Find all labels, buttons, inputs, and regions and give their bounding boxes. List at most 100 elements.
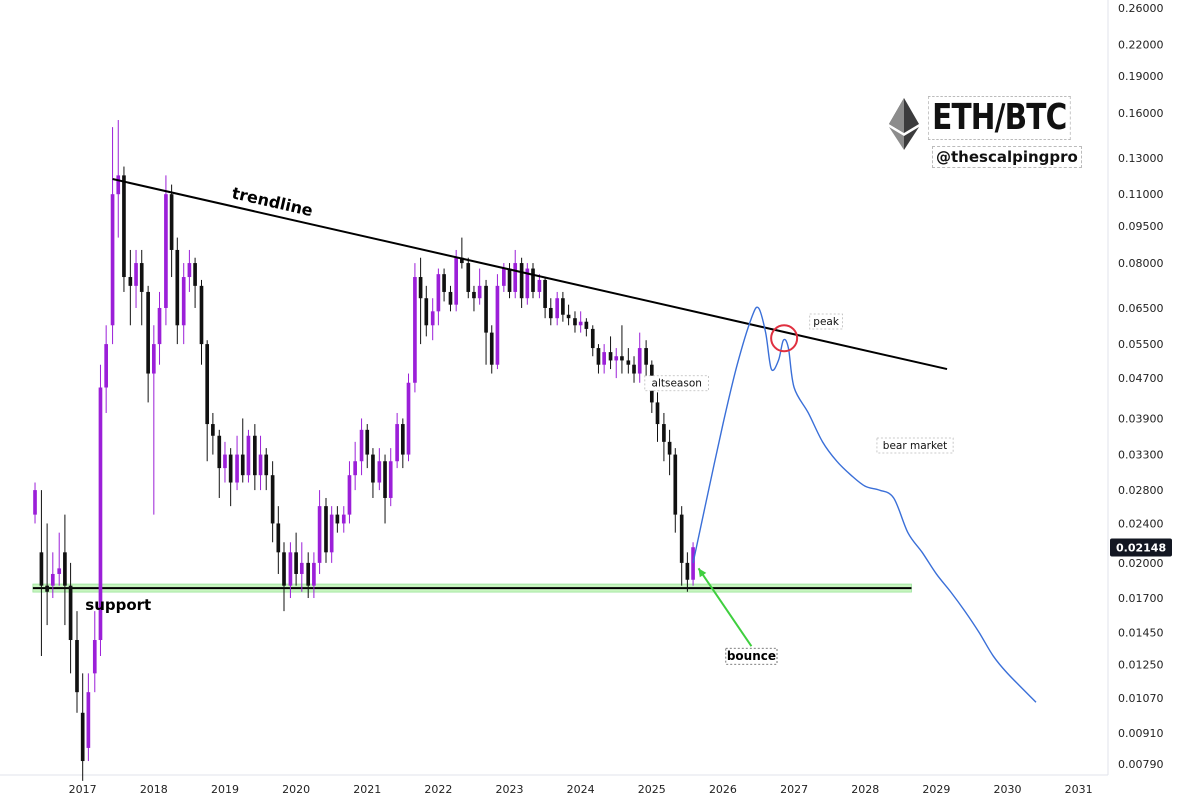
candle-body: [573, 318, 577, 326]
candle: [282, 542, 286, 612]
candle: [655, 392, 660, 442]
candle-body: [519, 263, 524, 299]
bounce-label-text: bounce: [727, 649, 776, 663]
x-tick-label: 2026: [709, 783, 737, 796]
candle: [335, 506, 340, 533]
candle-body: [146, 291, 150, 374]
candle-body: [655, 402, 660, 425]
peak-label-box: [809, 313, 843, 330]
y-tick-label: 0.02400: [1118, 517, 1164, 530]
candle-body: [644, 348, 648, 365]
candle-body: [584, 321, 589, 329]
y-tick-label: 0.06500: [1118, 302, 1164, 315]
candle-body: [329, 514, 334, 553]
candle: [377, 448, 382, 491]
candle: [134, 249, 138, 308]
candle: [584, 318, 589, 337]
candle: [620, 325, 624, 374]
candle: [442, 268, 446, 302]
candle: [472, 285, 476, 312]
candle: [57, 532, 62, 586]
candle: [341, 506, 346, 533]
candle-body: [187, 263, 192, 278]
candle: [614, 348, 619, 379]
candle: [673, 448, 678, 533]
candle-body: [596, 348, 601, 365]
candle: [566, 304, 571, 326]
candle: [662, 412, 666, 462]
candle-body: [306, 562, 311, 586]
candle-body: [543, 279, 547, 308]
candle: [246, 429, 251, 483]
candle-body: [98, 387, 103, 641]
candle-body: [235, 454, 239, 483]
candle-body: [116, 175, 121, 195]
candle: [164, 175, 168, 326]
candle: [175, 237, 180, 345]
candle-body: [264, 454, 269, 476]
candle-body: [377, 461, 382, 483]
candle-body: [667, 441, 672, 455]
candle: [525, 263, 530, 305]
candle: [413, 263, 417, 393]
candle-body: [253, 435, 257, 476]
candle: [644, 340, 648, 379]
candle: [596, 344, 601, 374]
candle: [288, 542, 293, 599]
candle: [353, 441, 357, 491]
candle-body: [448, 291, 453, 305]
bounce-arrow-head: [698, 568, 707, 578]
candle-body: [371, 454, 375, 483]
candle: [264, 448, 269, 491]
bounce-label-box: [725, 647, 778, 665]
candle: [400, 418, 405, 469]
candle: [33, 482, 37, 524]
candle-body: [507, 268, 512, 292]
candle-body: [324, 506, 328, 553]
candle-body: [211, 424, 215, 436]
candle-body: [86, 692, 91, 748]
candle: [531, 263, 535, 299]
candle: [104, 325, 108, 413]
candle: [50, 552, 55, 599]
candle-body: [312, 562, 316, 586]
candle: [495, 274, 500, 370]
candle-body: [335, 514, 340, 524]
candle-body: [590, 328, 595, 349]
candle: [406, 373, 411, 462]
candle: [294, 532, 298, 586]
candle: [211, 412, 215, 455]
candle-body: [691, 547, 695, 580]
candle-body: [395, 424, 399, 462]
candle-body: [418, 277, 423, 299]
x-tick-label: 2027: [780, 783, 808, 796]
candle-body: [63, 552, 67, 586]
y-tick-label: 0.13000: [1118, 152, 1164, 165]
candle-body: [175, 249, 180, 326]
candle-body: [566, 314, 571, 319]
bear-market-label-box: [876, 437, 954, 454]
bear-market-label-text: bear market: [883, 440, 947, 452]
candle: [418, 257, 423, 345]
candle-body: [68, 585, 73, 641]
candle: [679, 506, 684, 586]
candle-body: [365, 429, 370, 455]
candle-body: [466, 263, 471, 292]
candle: [347, 461, 352, 524]
candle-body: [489, 332, 494, 365]
bounce-arrow-shaft: [697, 567, 753, 647]
candle: [181, 263, 186, 345]
candle: [430, 298, 435, 341]
candle-body: [45, 585, 49, 592]
candle: [424, 285, 429, 337]
candle: [317, 490, 322, 574]
support-label: support: [85, 596, 151, 614]
candle: [454, 249, 459, 312]
candle: [306, 552, 311, 599]
candle: [223, 441, 227, 483]
candle-body: [134, 263, 138, 286]
candle-body: [80, 712, 85, 762]
candle: [543, 277, 547, 319]
bear-market-label: bear market: [876, 437, 954, 454]
